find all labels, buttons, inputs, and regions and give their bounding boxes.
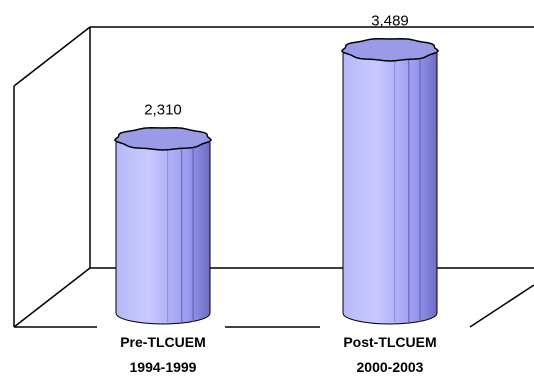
bar-body [115, 138, 211, 325]
bar-2 [340, 37, 440, 325]
floor-right-edge [469, 284, 534, 328]
category-label-2-line1: Post-TLCUEM [343, 334, 436, 350]
side-wall-top-edge [13, 26, 91, 87]
labels-layer: 2,310 Pre-TLCUEM 1994-1999 3,489 Post-TLCUEM… [120, 13, 436, 375]
bar-top [340, 37, 440, 62]
bar-top [113, 126, 213, 151]
bar-body [342, 49, 438, 325]
category-label-1-line2: 1994-1999 [130, 359, 197, 375]
data-label-1: 2,310 [144, 102, 182, 119]
data-label-2: 3,489 [371, 13, 409, 30]
floor-left-edge [13, 267, 91, 328]
category-label-2-line2: 2000-2003 [357, 359, 424, 375]
category-label-1-line1: Pre-TLCUEM [120, 334, 206, 350]
bar-1 [113, 126, 213, 325]
chart-frame [13, 26, 534, 328]
bars-layer [113, 37, 440, 325]
